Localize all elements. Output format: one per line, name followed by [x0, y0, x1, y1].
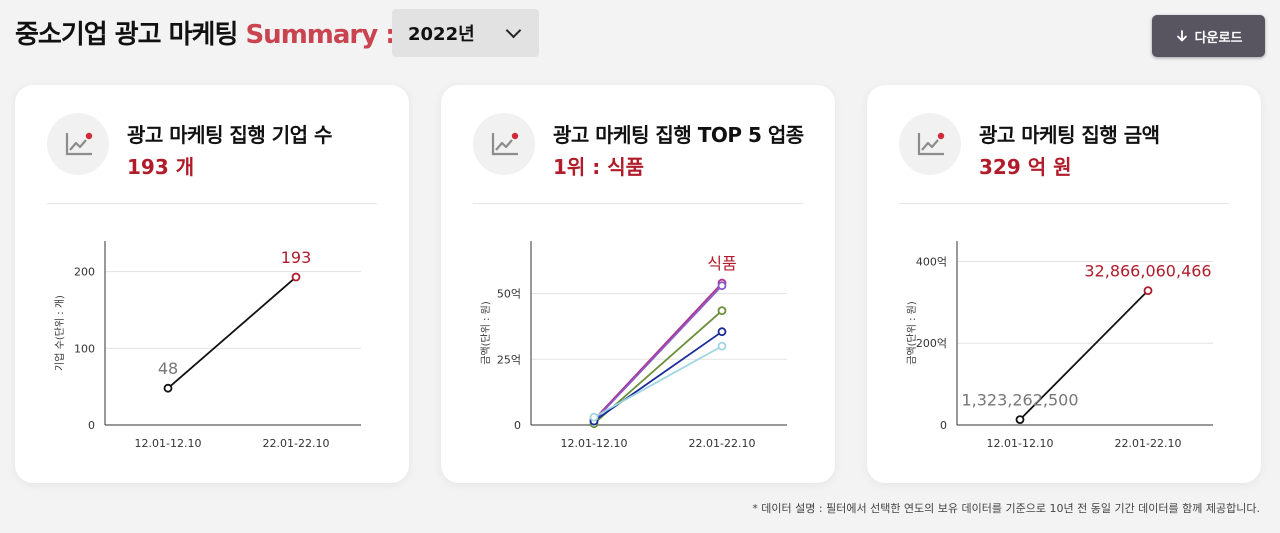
y-tick-label: 0 [514, 419, 521, 432]
x-tick-label: 22.01-22.10 [689, 437, 756, 450]
end-value-label: 32,866,060,466 [1084, 262, 1211, 281]
card-value: 1위 : 식품 [553, 155, 645, 179]
series-line [167, 276, 297, 389]
y-tick-label: 200 [74, 266, 95, 279]
x-tick-label: 12.01-12.10 [987, 437, 1054, 450]
page-title-accent: Summary : [245, 20, 395, 50]
card-ad-amount: 광고 마케팅 집행 금액 329 억 원 0 200억 400억 12.01-12.1… [867, 85, 1261, 483]
divider [473, 203, 803, 204]
divider [899, 203, 1229, 204]
line-chart-icon [65, 132, 93, 156]
data-point [1015, 415, 1025, 424]
data-point [1143, 286, 1153, 296]
series-line [593, 282, 723, 421]
y-axis-label: 기업 수(단위 : 개) [53, 295, 66, 371]
y-tick-label: 400억 [916, 255, 947, 268]
divider [47, 203, 377, 204]
top-series-label: 식품 [707, 254, 736, 273]
x-tick-label: 12.01-12.10 [135, 437, 202, 450]
line-chart-icon-wrap [899, 113, 961, 175]
x-tick-label: 22.01-22.10 [263, 437, 330, 450]
x-tick-label: 22.01-22.10 [1115, 437, 1182, 450]
start-value-label: 1,323,262,500 [961, 391, 1078, 410]
page-header: 중소기업 광고 마케팅 Summary : 2022년 다운로드 [15, 8, 1265, 60]
y-tick-label: 200억 [916, 337, 947, 350]
chart-companies: 0 100 200 12.01-12.10 22.01-22.10 기업 수(단위 : 개… [53, 241, 361, 450]
y-tick-label: 50억 [497, 288, 521, 301]
chart-top5: 0 25억 50억 12.01-12.10 22.01-22.10 금액(단위 : 원) 식… [479, 241, 787, 450]
line-chart-icon [917, 132, 945, 156]
start-value-label: 48 [158, 359, 178, 378]
data-point [163, 383, 173, 393]
card-top5-industries: 광고 마케팅 집행 TOP 5 업종 1위 : 식품 0 25억 50억 12.01-… [441, 85, 835, 483]
card-label: 광고 마케팅 집행 기업 수 [127, 123, 332, 147]
download-button[interactable]: 다운로드 [1152, 15, 1265, 57]
y-axis-label: 금액(단위 : 원) [479, 301, 492, 365]
arrow-down-icon [1176, 30, 1187, 42]
data-point [589, 412, 599, 422]
data-point [717, 341, 727, 351]
line-chart-icon-wrap [47, 113, 109, 175]
series-line [1019, 289, 1149, 421]
download-button-label: 다운로드 [1194, 30, 1243, 46]
chart-amount: 0 200억 400억 12.01-12.10 22.01-22.10 금액(단위 : 원… [905, 241, 1213, 450]
card-value: 193 개 [127, 155, 195, 179]
data-point [291, 272, 301, 282]
y-tick-label: 25억 [497, 353, 521, 366]
series-line [593, 345, 723, 418]
page-title: 중소기업 광고 마케팅 Summary : [15, 14, 396, 51]
data-point [717, 281, 727, 291]
data-note: * 데이터 설명 : 필터에서 선택한 연도의 보유 데이터를 기준으로 10년… [752, 502, 1260, 515]
card-label: 광고 마케팅 집행 금액 [979, 123, 1160, 147]
year-select[interactable]: 2022년 [392, 9, 539, 57]
year-select-value: 2022년 [408, 24, 475, 45]
page-title-main: 중소기업 광고 마케팅 [15, 20, 238, 50]
y-tick-label: 0 [88, 419, 95, 432]
y-tick-label: 0 [940, 419, 947, 432]
end-value-label: 193 [281, 248, 312, 267]
card-label: 광고 마케팅 집행 TOP 5 업종 [553, 123, 804, 147]
series-line [593, 330, 723, 422]
card-ad-companies: 광고 마케팅 집행 기업 수 193 개 0 100 200 12.01-12.10 2… [15, 85, 409, 483]
y-tick-label: 100 [74, 342, 95, 355]
line-chart-icon-wrap [473, 113, 535, 175]
card-value: 329 억 원 [979, 155, 1072, 179]
line-chart-icon [491, 132, 519, 156]
data-point [717, 306, 727, 316]
data-point [717, 327, 727, 337]
series-line [593, 285, 723, 422]
x-tick-label: 12.01-12.10 [561, 437, 628, 450]
y-axis-label: 금액(단위 : 원) [905, 301, 918, 365]
chevron-down-icon [505, 22, 522, 39]
